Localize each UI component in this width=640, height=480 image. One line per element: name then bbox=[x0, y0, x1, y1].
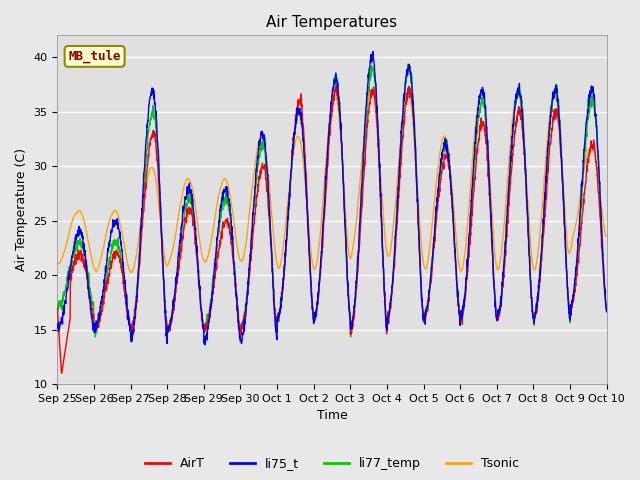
AirT bbox=[570, 297, 578, 302]
Line: li75_t: li75_t bbox=[58, 51, 607, 345]
li77_temp bbox=[555, 97, 563, 103]
li77_temp bbox=[603, 301, 611, 307]
Tsonic bbox=[54, 261, 61, 266]
li75_t bbox=[360, 144, 368, 149]
AirT bbox=[332, 83, 339, 89]
X-axis label: Time: Time bbox=[317, 409, 348, 422]
li77_temp bbox=[570, 293, 578, 299]
li77_temp bbox=[207, 297, 214, 303]
Tsonic bbox=[207, 240, 214, 246]
Tsonic bbox=[367, 87, 375, 93]
Title: Air Temperatures: Air Temperatures bbox=[266, 15, 397, 30]
AirT bbox=[207, 300, 214, 306]
Tsonic bbox=[555, 112, 563, 118]
li77_temp bbox=[348, 324, 356, 330]
li75_t bbox=[603, 309, 611, 315]
li77_temp bbox=[92, 334, 99, 340]
Line: li77_temp: li77_temp bbox=[58, 64, 607, 337]
Tsonic bbox=[348, 251, 356, 256]
li75_t bbox=[555, 103, 563, 109]
AirT bbox=[555, 120, 563, 126]
li77_temp bbox=[404, 61, 412, 67]
li75_t bbox=[201, 342, 209, 348]
li75_t bbox=[54, 322, 61, 327]
li77_temp bbox=[360, 155, 368, 160]
li77_temp bbox=[54, 303, 61, 309]
Tsonic bbox=[570, 230, 578, 236]
li75_t bbox=[369, 48, 377, 54]
Tsonic bbox=[360, 134, 368, 140]
Line: AirT: AirT bbox=[58, 86, 607, 373]
AirT bbox=[348, 322, 356, 328]
AirT bbox=[58, 370, 65, 376]
Y-axis label: Air Temperature (C): Air Temperature (C) bbox=[15, 148, 28, 271]
AirT bbox=[603, 305, 611, 311]
li75_t bbox=[207, 302, 214, 308]
li75_t bbox=[348, 318, 356, 324]
li75_t bbox=[492, 312, 500, 317]
AirT bbox=[54, 305, 61, 311]
Tsonic bbox=[127, 270, 135, 276]
Legend: AirT, li75_t, li77_temp, Tsonic: AirT, li75_t, li77_temp, Tsonic bbox=[140, 452, 524, 475]
AirT bbox=[492, 314, 500, 320]
Text: MB_tule: MB_tule bbox=[68, 50, 121, 63]
Tsonic bbox=[603, 233, 611, 239]
Line: Tsonic: Tsonic bbox=[58, 90, 607, 273]
li75_t bbox=[570, 287, 578, 293]
Tsonic bbox=[492, 260, 500, 266]
li77_temp bbox=[492, 306, 500, 312]
AirT bbox=[360, 170, 368, 176]
